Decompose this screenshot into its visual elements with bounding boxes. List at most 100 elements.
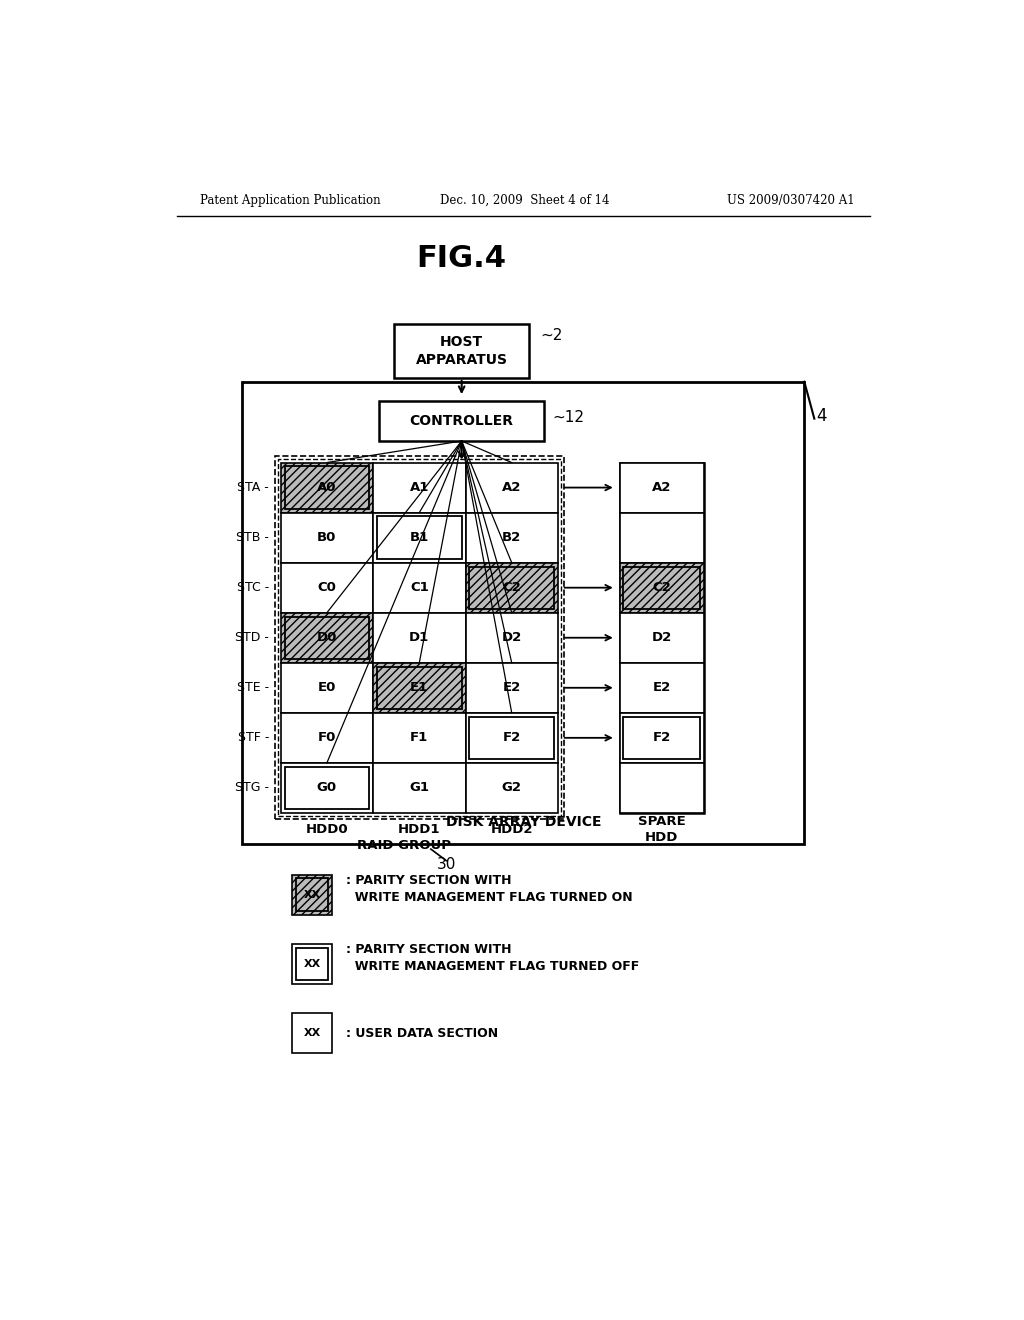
Bar bbox=[620, 612, 705, 663]
Text: C0: C0 bbox=[317, 581, 336, 594]
Bar bbox=[281, 713, 373, 763]
Bar bbox=[285, 767, 370, 809]
Bar bbox=[469, 717, 554, 759]
Bar bbox=[379, 401, 545, 441]
Text: STF -: STF - bbox=[238, 731, 269, 744]
Bar bbox=[624, 717, 700, 759]
Text: F2: F2 bbox=[503, 731, 521, 744]
Bar bbox=[466, 763, 558, 813]
Bar bbox=[373, 612, 466, 663]
Text: Patent Application Publication: Patent Application Publication bbox=[200, 194, 381, 207]
Text: HOST
APPARATUS: HOST APPARATUS bbox=[416, 335, 508, 367]
Text: C1: C1 bbox=[410, 581, 429, 594]
Bar bbox=[292, 1014, 333, 1053]
Bar bbox=[281, 462, 373, 512]
Text: SPARE
HDD: SPARE HDD bbox=[638, 816, 686, 845]
Text: C2: C2 bbox=[503, 581, 521, 594]
Text: E1: E1 bbox=[411, 681, 428, 694]
Bar bbox=[243, 381, 804, 843]
Bar bbox=[620, 462, 705, 813]
Bar bbox=[466, 713, 558, 763]
Text: XX: XX bbox=[304, 1028, 321, 1038]
Text: F0: F0 bbox=[317, 731, 336, 744]
Text: A0: A0 bbox=[317, 480, 337, 494]
Text: STE -: STE - bbox=[237, 681, 269, 694]
Bar bbox=[466, 562, 558, 612]
Bar bbox=[281, 612, 373, 663]
Text: D1: D1 bbox=[410, 631, 429, 644]
Bar bbox=[620, 512, 705, 562]
Bar bbox=[296, 878, 329, 911]
Bar bbox=[620, 713, 705, 763]
Text: STB -: STB - bbox=[237, 531, 269, 544]
Text: F2: F2 bbox=[652, 731, 671, 744]
Bar bbox=[281, 663, 373, 713]
Text: XX: XX bbox=[304, 890, 321, 899]
Text: RAID GROUP: RAID GROUP bbox=[357, 838, 451, 851]
Bar bbox=[466, 512, 558, 562]
Text: 30: 30 bbox=[436, 857, 456, 873]
Bar bbox=[624, 566, 700, 609]
Text: STG -: STG - bbox=[236, 781, 269, 795]
Text: : PARITY SECTION WITH
  WRITE MANAGEMENT FLAG TURNED OFF: : PARITY SECTION WITH WRITE MANAGEMENT F… bbox=[346, 942, 639, 973]
Text: A1: A1 bbox=[410, 480, 429, 494]
Text: G2: G2 bbox=[502, 781, 521, 795]
Bar bbox=[620, 763, 705, 813]
Bar bbox=[296, 948, 329, 979]
Text: STD -: STD - bbox=[236, 631, 269, 644]
Bar bbox=[274, 457, 564, 818]
Bar bbox=[285, 616, 370, 659]
Text: STA -: STA - bbox=[238, 480, 269, 494]
Text: FIG.4: FIG.4 bbox=[417, 244, 507, 273]
Text: E2: E2 bbox=[652, 681, 671, 694]
Bar bbox=[469, 566, 554, 609]
Text: G0: G0 bbox=[316, 781, 337, 795]
Text: B0: B0 bbox=[317, 531, 337, 544]
Text: US 2009/0307420 A1: US 2009/0307420 A1 bbox=[727, 194, 854, 207]
Text: E2: E2 bbox=[503, 681, 521, 694]
Text: HDD2: HDD2 bbox=[490, 824, 532, 837]
Text: D2: D2 bbox=[502, 631, 522, 644]
Bar bbox=[620, 663, 705, 713]
Bar bbox=[377, 516, 462, 558]
Bar bbox=[394, 323, 529, 378]
Bar bbox=[281, 562, 373, 612]
Text: 4: 4 bbox=[816, 408, 826, 425]
Text: F1: F1 bbox=[411, 731, 428, 744]
Bar bbox=[373, 562, 466, 612]
Text: DISK ARRAY DEVICE: DISK ARRAY DEVICE bbox=[445, 816, 601, 829]
Text: HDD0: HDD0 bbox=[305, 824, 348, 837]
Bar bbox=[292, 874, 333, 915]
Bar bbox=[285, 466, 370, 508]
Bar bbox=[278, 459, 561, 816]
Text: ~12: ~12 bbox=[552, 409, 584, 425]
Bar bbox=[281, 763, 373, 813]
Text: XX: XX bbox=[304, 958, 321, 969]
Bar bbox=[466, 612, 558, 663]
Text: G1: G1 bbox=[410, 781, 429, 795]
Text: A2: A2 bbox=[502, 480, 521, 494]
Bar bbox=[373, 763, 466, 813]
Bar bbox=[292, 944, 333, 983]
Bar bbox=[620, 462, 705, 512]
Text: A2: A2 bbox=[652, 480, 672, 494]
Bar bbox=[373, 462, 466, 512]
Text: HDD1: HDD1 bbox=[398, 824, 440, 837]
Text: : USER DATA SECTION: : USER DATA SECTION bbox=[346, 1027, 499, 1040]
Bar bbox=[373, 713, 466, 763]
Bar bbox=[466, 663, 558, 713]
Bar bbox=[466, 462, 558, 512]
Text: D0: D0 bbox=[316, 631, 337, 644]
Text: B2: B2 bbox=[502, 531, 521, 544]
Text: STC -: STC - bbox=[237, 581, 269, 594]
Text: Dec. 10, 2009  Sheet 4 of 14: Dec. 10, 2009 Sheet 4 of 14 bbox=[440, 194, 609, 207]
Text: CONTROLLER: CONTROLLER bbox=[410, 414, 514, 428]
Text: : PARITY SECTION WITH
  WRITE MANAGEMENT FLAG TURNED ON: : PARITY SECTION WITH WRITE MANAGEMENT F… bbox=[346, 874, 633, 903]
Text: C2: C2 bbox=[652, 581, 672, 594]
Text: B1: B1 bbox=[410, 531, 429, 544]
Text: E0: E0 bbox=[317, 681, 336, 694]
Bar bbox=[373, 512, 466, 562]
Bar bbox=[377, 667, 462, 709]
Text: ~2: ~2 bbox=[541, 327, 563, 343]
Bar bbox=[373, 663, 466, 713]
